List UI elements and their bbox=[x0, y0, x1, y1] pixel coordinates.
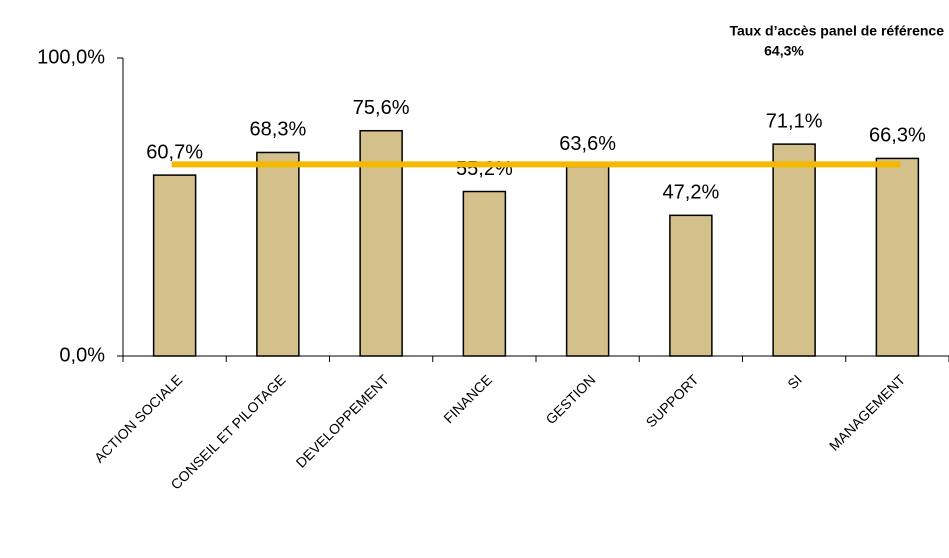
x-tick-label: GESTION bbox=[542, 371, 598, 427]
bar bbox=[256, 151, 300, 357]
value-label: 75,6% bbox=[353, 97, 410, 119]
bar bbox=[462, 190, 507, 357]
reference-value-label: 64,3% bbox=[764, 43, 804, 59]
x-tick-label: DEVELOPPEMENT bbox=[293, 371, 393, 471]
bar bbox=[359, 129, 403, 357]
value-label: 63,6% bbox=[559, 133, 616, 155]
x-tick-label: FINANCE bbox=[440, 371, 495, 426]
bar bbox=[772, 143, 816, 357]
value-label: 47,2% bbox=[663, 182, 720, 204]
value-label: 66,3% bbox=[869, 125, 926, 147]
y-tick-label: 100,0% bbox=[37, 46, 105, 68]
x-tick-label: SI bbox=[784, 371, 805, 392]
x-tick-label: SUPPORT bbox=[643, 371, 702, 430]
value-label: 55,2% bbox=[456, 158, 513, 180]
reference-name: Taux d’accès panel de référence bbox=[729, 23, 944, 39]
value-label: 68,3% bbox=[250, 119, 307, 141]
y-tick-label: 0,0% bbox=[59, 344, 105, 366]
x-tick-label: CONSEIL ET PILOTAGE bbox=[167, 371, 288, 492]
value-label: 60,7% bbox=[146, 141, 203, 163]
bar bbox=[875, 157, 920, 357]
x-tick-label: MANAGEMENT bbox=[826, 371, 909, 454]
bar bbox=[152, 174, 197, 357]
x-tick-label: ACTION SOCIALE bbox=[91, 371, 185, 465]
bar bbox=[669, 214, 713, 357]
value-label: 71,1% bbox=[766, 110, 823, 132]
bar bbox=[565, 165, 610, 357]
